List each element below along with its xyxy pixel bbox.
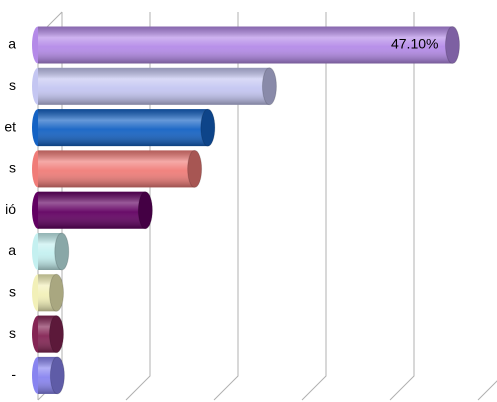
y-tick-label: ió (5, 201, 16, 217)
bar-cap (48, 315, 64, 354)
bar-cap-shade (50, 356, 65, 394)
bar-cap (137, 191, 153, 230)
bar-cap-shade (262, 67, 277, 105)
grid-line (301, 12, 327, 401)
y-tick-label: a (8, 242, 16, 258)
y-tick-label: s (9, 160, 16, 176)
bar-cap-shade (54, 233, 69, 270)
y-tick-label: et (4, 118, 16, 134)
bar-cap (49, 356, 65, 395)
bar-cap (187, 149, 203, 188)
bar-cap-shade (49, 315, 64, 353)
bar-cap (48, 273, 64, 312)
bar-cap (200, 108, 216, 147)
data-label: 47.10% (391, 36, 438, 52)
bar-shine (38, 26, 453, 64)
y-tick-label: s (9, 325, 16, 341)
grid-line (389, 12, 415, 401)
bar-shine (38, 67, 270, 105)
bar-cap (444, 26, 460, 64)
grid-line (213, 12, 239, 401)
y-tick-label: a (8, 36, 16, 52)
bar-cap-shade (187, 150, 202, 188)
y-tick-label: s (9, 284, 16, 300)
bar-cap-shade (445, 26, 460, 64)
bars: a 47.10% s et s ió a s s - (4, 26, 460, 395)
bar-shine (38, 150, 195, 188)
bar-cap-shade (200, 109, 215, 147)
bar-cap-shade (138, 191, 153, 229)
bar-cap (54, 232, 70, 271)
grid-line (477, 380, 497, 401)
bar-cap (261, 67, 277, 106)
y-tick-label: - (11, 366, 16, 382)
bar-cap-shade (49, 274, 64, 312)
bar-shine (38, 109, 208, 147)
bar-shine (38, 191, 146, 229)
y-tick-label: s (9, 77, 16, 93)
